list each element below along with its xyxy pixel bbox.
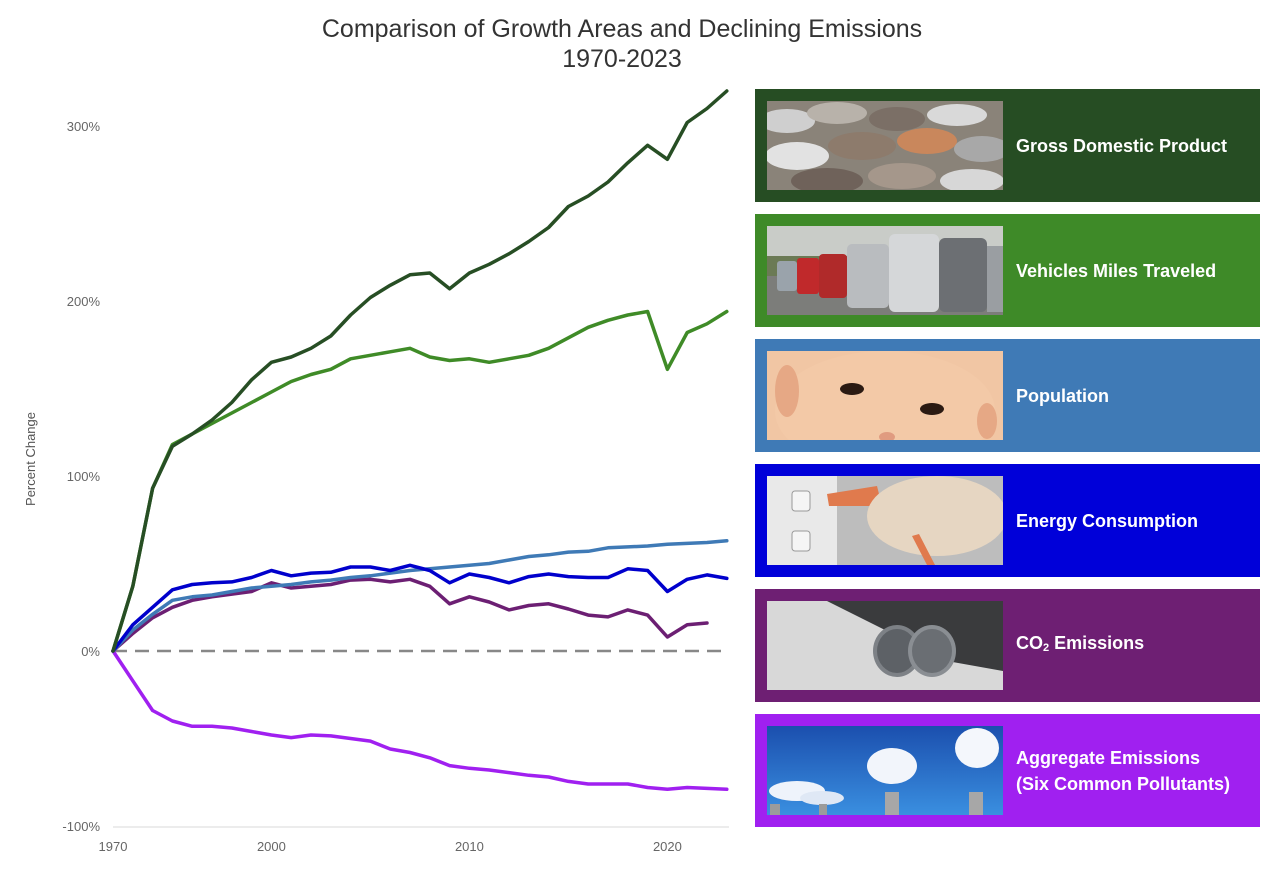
y-tick-label: 100%	[67, 469, 101, 484]
series-line-population	[111, 539, 729, 653]
legend-label-aggregate-emissions: Aggregate Emissions (Six Common Pollutan…	[1016, 714, 1230, 827]
y-tick-label: 300%	[67, 119, 101, 134]
chart-title-main: Comparison of Growth Areas and Declining…	[321, 15, 923, 43]
y-tick-label: -100%	[62, 819, 100, 834]
legend-panel-co2: CO2 Emissions	[755, 589, 1260, 702]
chart-title: Comparison of Growth Areas and Declining…	[0, 14, 1244, 74]
legend-panel-population: Population	[755, 339, 1260, 452]
series-line-vehicles-miles-traveled	[111, 309, 729, 653]
x-axis: 1970 2000 2010 2020	[99, 839, 682, 854]
x-tick-label: 2000	[257, 839, 286, 854]
co2-rest-text: Emissions	[1049, 633, 1145, 653]
legend-text-line1: Aggregate Emissions	[1016, 747, 1201, 768]
series-line-energy-consumption	[111, 563, 729, 653]
smokestacks-photo	[767, 726, 1003, 815]
legend-panel-gdp: Gross Domestic Product	[755, 89, 1260, 202]
y-axis-title: Percent Change	[23, 412, 38, 506]
x-tick-label: 2010	[455, 839, 484, 854]
y-tick-label: 200%	[67, 294, 101, 309]
chart-subtitle: 1970-2023	[562, 45, 682, 73]
line-chart: 300% 200% 100% 0% -100% Percent Change 1970 2…	[23, 89, 729, 854]
series-line-co2-emissions	[111, 577, 709, 653]
coins-photo	[767, 101, 1003, 190]
legend-text: Gross Domestic Product	[1016, 135, 1228, 156]
legend-panel-aggregate-emissions: Aggregate Emissions (Six Common Pollutan…	[755, 714, 1260, 827]
y-tick-label: 0%	[81, 644, 100, 659]
baby-face-photo	[767, 351, 1003, 440]
y-axis: 300% 200% 100% 0% -100%	[62, 119, 100, 834]
co2-subscript: 2	[1043, 642, 1050, 654]
exhaust-pipes-photo	[767, 601, 1003, 690]
legend-label-energy: Energy Consumption	[1016, 464, 1198, 577]
traffic-photo	[767, 226, 1003, 315]
x-tick-label: 2020	[653, 839, 682, 854]
legend-text: Energy Consumption	[1016, 510, 1199, 531]
legend-label-population: Population	[1016, 339, 1109, 452]
series-line-gross-domestic-product	[111, 89, 729, 653]
legend-label-vmt: Vehicles Miles Traveled	[1016, 214, 1216, 327]
x-tick-label: 1970	[99, 839, 128, 854]
legend-text: Population	[1016, 385, 1109, 406]
series-line-aggregate-emissions-six-common-pollutants	[111, 649, 729, 792]
legend-text-line2: (Six Common Pollutants)	[1016, 773, 1231, 794]
legend-panel-energy: Energy Consumption	[755, 464, 1260, 577]
co2-text: CO	[1016, 633, 1043, 653]
legend-text: Vehicles Miles Traveled	[1016, 260, 1217, 281]
series-lines	[111, 89, 729, 792]
legend-label-gdp: Gross Domestic Product	[1016, 89, 1227, 202]
plug-outlet-photo	[767, 476, 1003, 565]
legend-panel-vmt: Vehicles Miles Traveled	[755, 214, 1260, 327]
legend-text: CO2 Emissions	[1016, 630, 1144, 661]
legend-label-co2: CO2 Emissions	[1016, 589, 1144, 702]
